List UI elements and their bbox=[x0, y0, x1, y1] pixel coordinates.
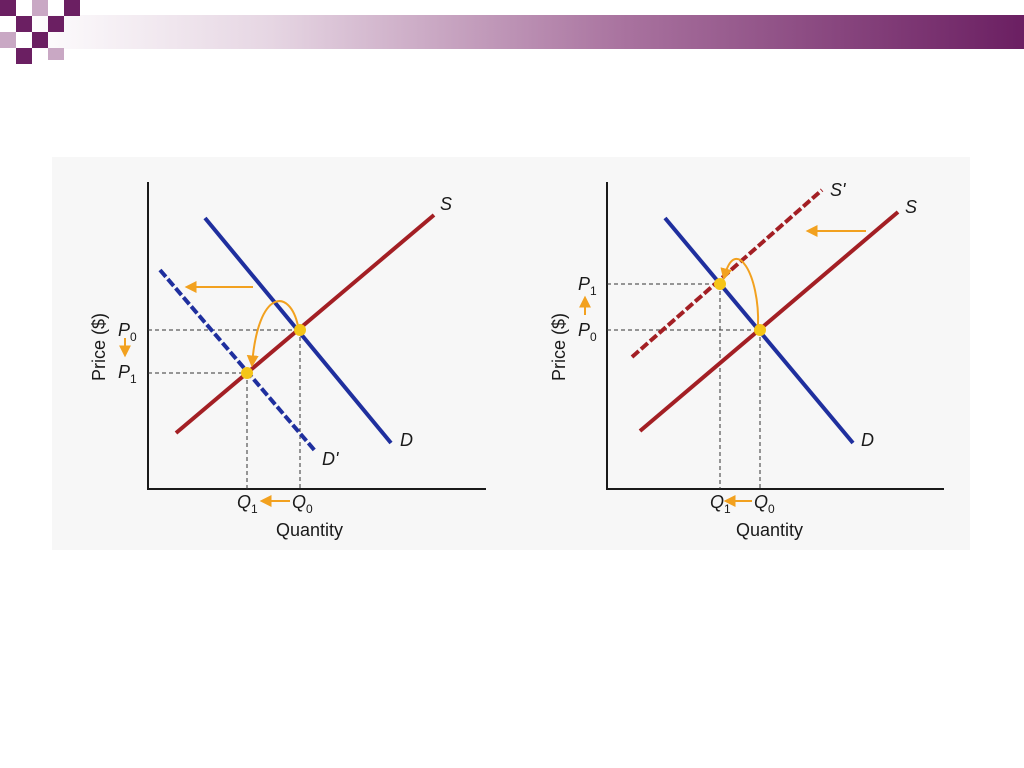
left-x-axis-label: Quantity bbox=[276, 520, 343, 540]
left-demand-shifted-label: D' bbox=[322, 449, 339, 469]
right-equilibrium-move-arrow bbox=[720, 257, 760, 327]
left-supply-label: S bbox=[440, 194, 452, 214]
right-price-label-p1: P1 bbox=[578, 274, 597, 298]
right-graph: Price ($) Quantity P1 P0 Q1 Q0 S' S D bbox=[549, 180, 944, 540]
left-equilibrium-move-arrow bbox=[246, 300, 299, 368]
left-reference-lines bbox=[148, 329, 301, 489]
left-quantity-label-q1: Q1 bbox=[237, 492, 258, 516]
left-demand-shifted-curve bbox=[158, 268, 318, 454]
left-equilibrium-point-original bbox=[294, 324, 306, 336]
right-demand-label: D bbox=[861, 430, 874, 450]
left-quantity-label-q0: Q0 bbox=[292, 492, 313, 516]
right-quantity-label-q0: Q0 bbox=[754, 492, 775, 516]
slide-header-decoration bbox=[0, 0, 1024, 64]
left-graph: Price ($) Quantity P0 P1 Q1 Q0 S D D' bbox=[89, 182, 486, 540]
left-demand-label: D bbox=[400, 430, 413, 450]
header-gradient-bar bbox=[20, 15, 1024, 49]
right-equilibrium-point-new bbox=[714, 278, 726, 290]
right-y-axis-label: Price ($) bbox=[549, 313, 569, 381]
right-x-axis-label: Quantity bbox=[736, 520, 803, 540]
left-supply-curve bbox=[174, 213, 436, 435]
figure-panel: Price ($) Quantity P0 P1 Q1 Q0 S D D' bbox=[52, 157, 970, 550]
right-equilibrium-point-original bbox=[754, 324, 766, 336]
right-price-label-p0: P0 bbox=[578, 320, 597, 344]
left-equilibrium-point-new bbox=[241, 367, 253, 379]
right-reference-lines bbox=[607, 283, 761, 489]
right-supply-shifted-curve bbox=[630, 188, 824, 359]
left-y-axis-label: Price ($) bbox=[89, 313, 109, 381]
right-supply-shifted-label: S' bbox=[830, 180, 846, 200]
right-supply-curve bbox=[638, 210, 900, 433]
left-price-label-p0: P0 bbox=[118, 320, 137, 344]
right-supply-label: S bbox=[905, 197, 917, 217]
right-quantity-label-q1: Q1 bbox=[710, 492, 731, 516]
left-price-label-p1: P1 bbox=[118, 362, 137, 386]
header-checker-squares bbox=[0, 0, 80, 64]
